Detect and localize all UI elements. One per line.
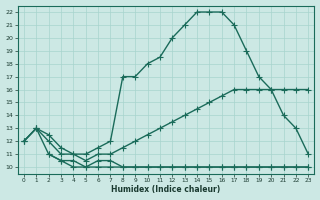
X-axis label: Humidex (Indice chaleur): Humidex (Indice chaleur) xyxy=(111,185,221,194)
